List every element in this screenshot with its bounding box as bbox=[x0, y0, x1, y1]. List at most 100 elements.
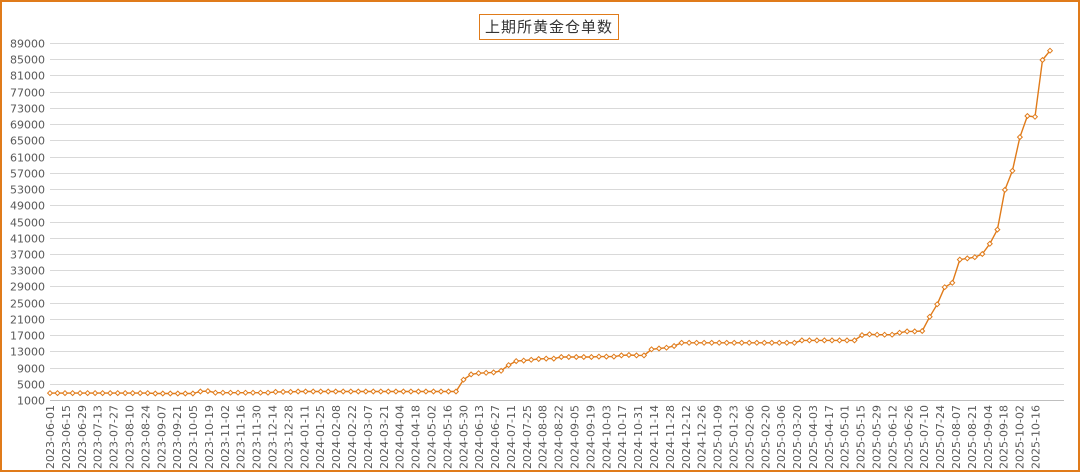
x-tick-label: 2024-11-14 bbox=[648, 405, 661, 469]
y-tick-label: 77000 bbox=[10, 87, 45, 100]
series-layer bbox=[46, 47, 1054, 397]
x-tick-label: 2023-11-02 bbox=[219, 405, 232, 469]
x-tick-label: 2023-11-16 bbox=[235, 405, 248, 469]
data-point bbox=[189, 390, 197, 397]
data-point bbox=[204, 387, 212, 395]
data-point bbox=[858, 331, 866, 339]
data-point bbox=[851, 337, 858, 344]
data-point bbox=[670, 342, 678, 350]
x-tick-label: 2025-04-03 bbox=[807, 405, 820, 469]
data-point bbox=[129, 389, 136, 397]
data-point bbox=[1046, 47, 1054, 54]
data-point bbox=[377, 388, 384, 395]
data-point bbox=[648, 346, 655, 353]
data-point bbox=[467, 371, 475, 378]
x-tick-label: 2023-12-28 bbox=[282, 405, 295, 469]
data-point bbox=[746, 339, 753, 346]
y-tick-label: 89000 bbox=[10, 38, 45, 51]
data-point bbox=[603, 353, 610, 360]
data-point bbox=[723, 339, 730, 346]
data-point bbox=[1001, 186, 1009, 194]
x-tick-label: 2025-10-02 bbox=[1014, 405, 1027, 469]
data-point bbox=[392, 388, 400, 395]
data-point bbox=[1031, 113, 1039, 120]
data-point bbox=[317, 388, 324, 395]
data-point bbox=[783, 339, 790, 346]
data-point bbox=[1016, 133, 1024, 141]
data-point bbox=[257, 389, 264, 396]
data-point bbox=[528, 356, 535, 363]
data-point bbox=[971, 254, 978, 261]
x-axis-ticks: 2023-06-01 2023-06-15 2023-06-29 2023-07-13… bbox=[44, 405, 1043, 469]
data-point bbox=[264, 389, 272, 396]
x-tick-label: 2023-07-13 bbox=[92, 405, 105, 469]
data-point bbox=[640, 352, 648, 359]
x-tick-label: 2024-11-28 bbox=[664, 405, 677, 469]
y-tick-label: 33000 bbox=[10, 265, 45, 278]
x-tick-label: 2024-02-08 bbox=[330, 405, 343, 469]
data-point bbox=[272, 388, 279, 396]
data-point bbox=[911, 328, 918, 335]
data-point bbox=[490, 369, 497, 376]
data-point bbox=[558, 353, 565, 361]
x-tick-label: 2024-12-26 bbox=[696, 405, 709, 469]
data-point bbox=[54, 389, 61, 397]
x-tick-label: 2024-06-13 bbox=[473, 405, 486, 469]
data-point bbox=[633, 352, 640, 359]
y-tick-label: 69000 bbox=[10, 119, 45, 132]
data-point bbox=[618, 352, 625, 359]
data-point bbox=[310, 388, 317, 395]
data-point bbox=[685, 339, 693, 346]
data-point bbox=[625, 351, 633, 359]
y-tick-label: 73000 bbox=[10, 103, 45, 116]
x-tick-label: 2023-08-24 bbox=[139, 405, 152, 469]
data-point bbox=[806, 337, 813, 344]
y-tick-label: 53000 bbox=[10, 184, 45, 197]
data-point bbox=[580, 353, 587, 361]
data-point bbox=[76, 389, 84, 397]
data-point bbox=[475, 370, 482, 377]
data-point bbox=[610, 353, 618, 360]
data-point bbox=[302, 388, 309, 395]
data-point bbox=[979, 250, 986, 258]
x-tick-label: 2024-07-11 bbox=[505, 405, 518, 469]
x-tick-label: 2024-04-04 bbox=[394, 405, 407, 469]
data-point bbox=[738, 339, 745, 346]
gridlines bbox=[50, 43, 1064, 401]
x-tick-label: 2023-11-30 bbox=[251, 405, 264, 469]
x-tick-label: 2024-08-22 bbox=[553, 405, 566, 469]
data-point bbox=[362, 388, 369, 395]
data-point bbox=[776, 339, 783, 346]
data-point bbox=[332, 388, 339, 395]
data-point bbox=[791, 339, 798, 346]
data-point bbox=[347, 388, 354, 395]
data-point bbox=[941, 284, 948, 291]
data-point bbox=[107, 389, 114, 397]
data-point bbox=[91, 389, 99, 397]
x-tick-label: 2025-01-09 bbox=[712, 405, 725, 469]
x-tick-label: 2024-02-22 bbox=[346, 405, 359, 469]
data-point bbox=[565, 353, 572, 361]
data-point bbox=[174, 390, 181, 397]
x-tick-label: 2023-10-05 bbox=[187, 405, 200, 469]
data-point bbox=[422, 388, 430, 395]
y-tick-label: 17000 bbox=[10, 330, 45, 343]
x-tick-label: 2025-09-04 bbox=[982, 405, 995, 469]
x-tick-label: 2025-10-16 bbox=[1030, 405, 1043, 469]
y-tick-label: 57000 bbox=[10, 168, 45, 181]
x-tick-label: 2025-05-01 bbox=[839, 405, 852, 469]
x-tick-label: 2023-07-27 bbox=[108, 405, 121, 469]
data-point bbox=[903, 328, 911, 335]
data-point bbox=[61, 389, 69, 397]
data-point bbox=[400, 388, 407, 395]
data-point bbox=[836, 337, 843, 344]
x-tick-label: 2024-04-18 bbox=[410, 405, 423, 469]
data-point bbox=[249, 389, 257, 396]
data-point bbox=[655, 345, 663, 352]
data-point bbox=[550, 355, 557, 362]
data-point bbox=[242, 389, 249, 396]
x-tick-label: 2025-02-06 bbox=[743, 405, 756, 469]
x-tick-label: 2025-09-18 bbox=[998, 405, 1011, 469]
data-point bbox=[385, 388, 392, 395]
